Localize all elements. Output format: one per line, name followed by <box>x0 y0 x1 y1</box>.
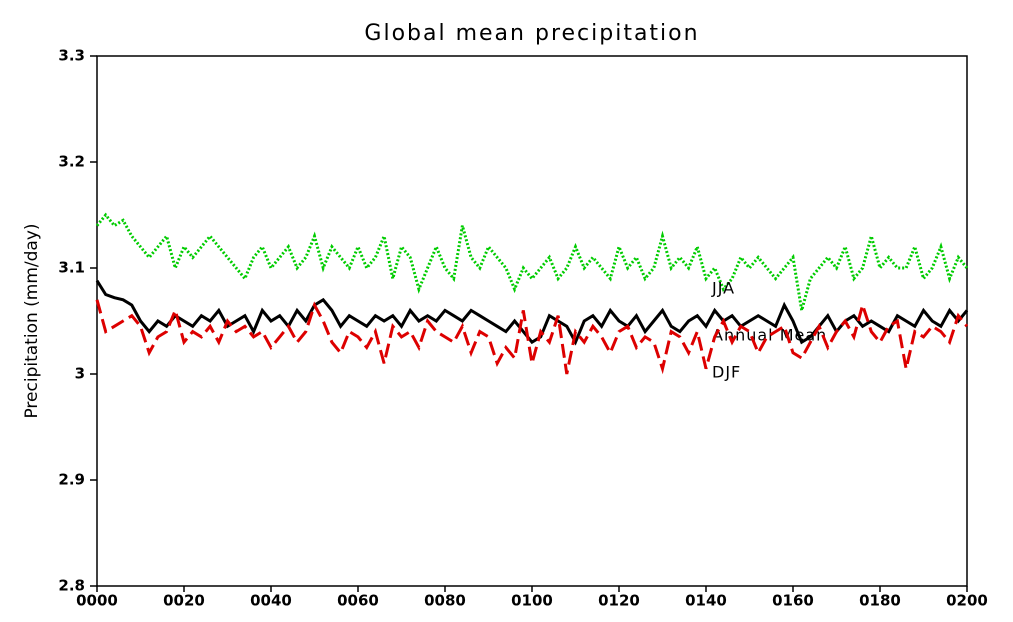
x-tick-label: 0140 <box>685 592 727 610</box>
x-tick-label: 0000 <box>76 592 118 610</box>
x-tick-label: 0160 <box>772 592 814 610</box>
x-tick-label: 0180 <box>859 592 901 610</box>
data-line <box>95 299 969 375</box>
y-tick-label: 3.3 <box>58 47 85 65</box>
y-tick-label: 2.9 <box>58 471 85 489</box>
x-tick-label: 0100 <box>511 592 553 610</box>
x-tick-label: 0060 <box>337 592 379 610</box>
y-tick-label: 2.8 <box>58 577 85 595</box>
x-tick-label: 0120 <box>598 592 640 610</box>
x-tick-label: 0200 <box>946 592 988 610</box>
y-tick-label: 3.2 <box>58 153 85 171</box>
y-tick-label: 3.1 <box>58 259 85 277</box>
x-tick-label: 0080 <box>424 592 466 610</box>
data-line <box>95 212 969 311</box>
chart-title: Global mean precipitation <box>364 21 699 46</box>
x-tick-label: 0040 <box>250 592 292 610</box>
series-label: JJA <box>711 279 735 298</box>
x-tick-label: 0020 <box>163 592 205 610</box>
data-line <box>95 279 969 346</box>
y-tick-label: 3 <box>75 365 85 383</box>
y-axis-label: Precipitation (mm/day) <box>22 223 42 418</box>
series-label: DJF <box>712 363 741 382</box>
series-label: Annual Mean <box>712 326 827 345</box>
